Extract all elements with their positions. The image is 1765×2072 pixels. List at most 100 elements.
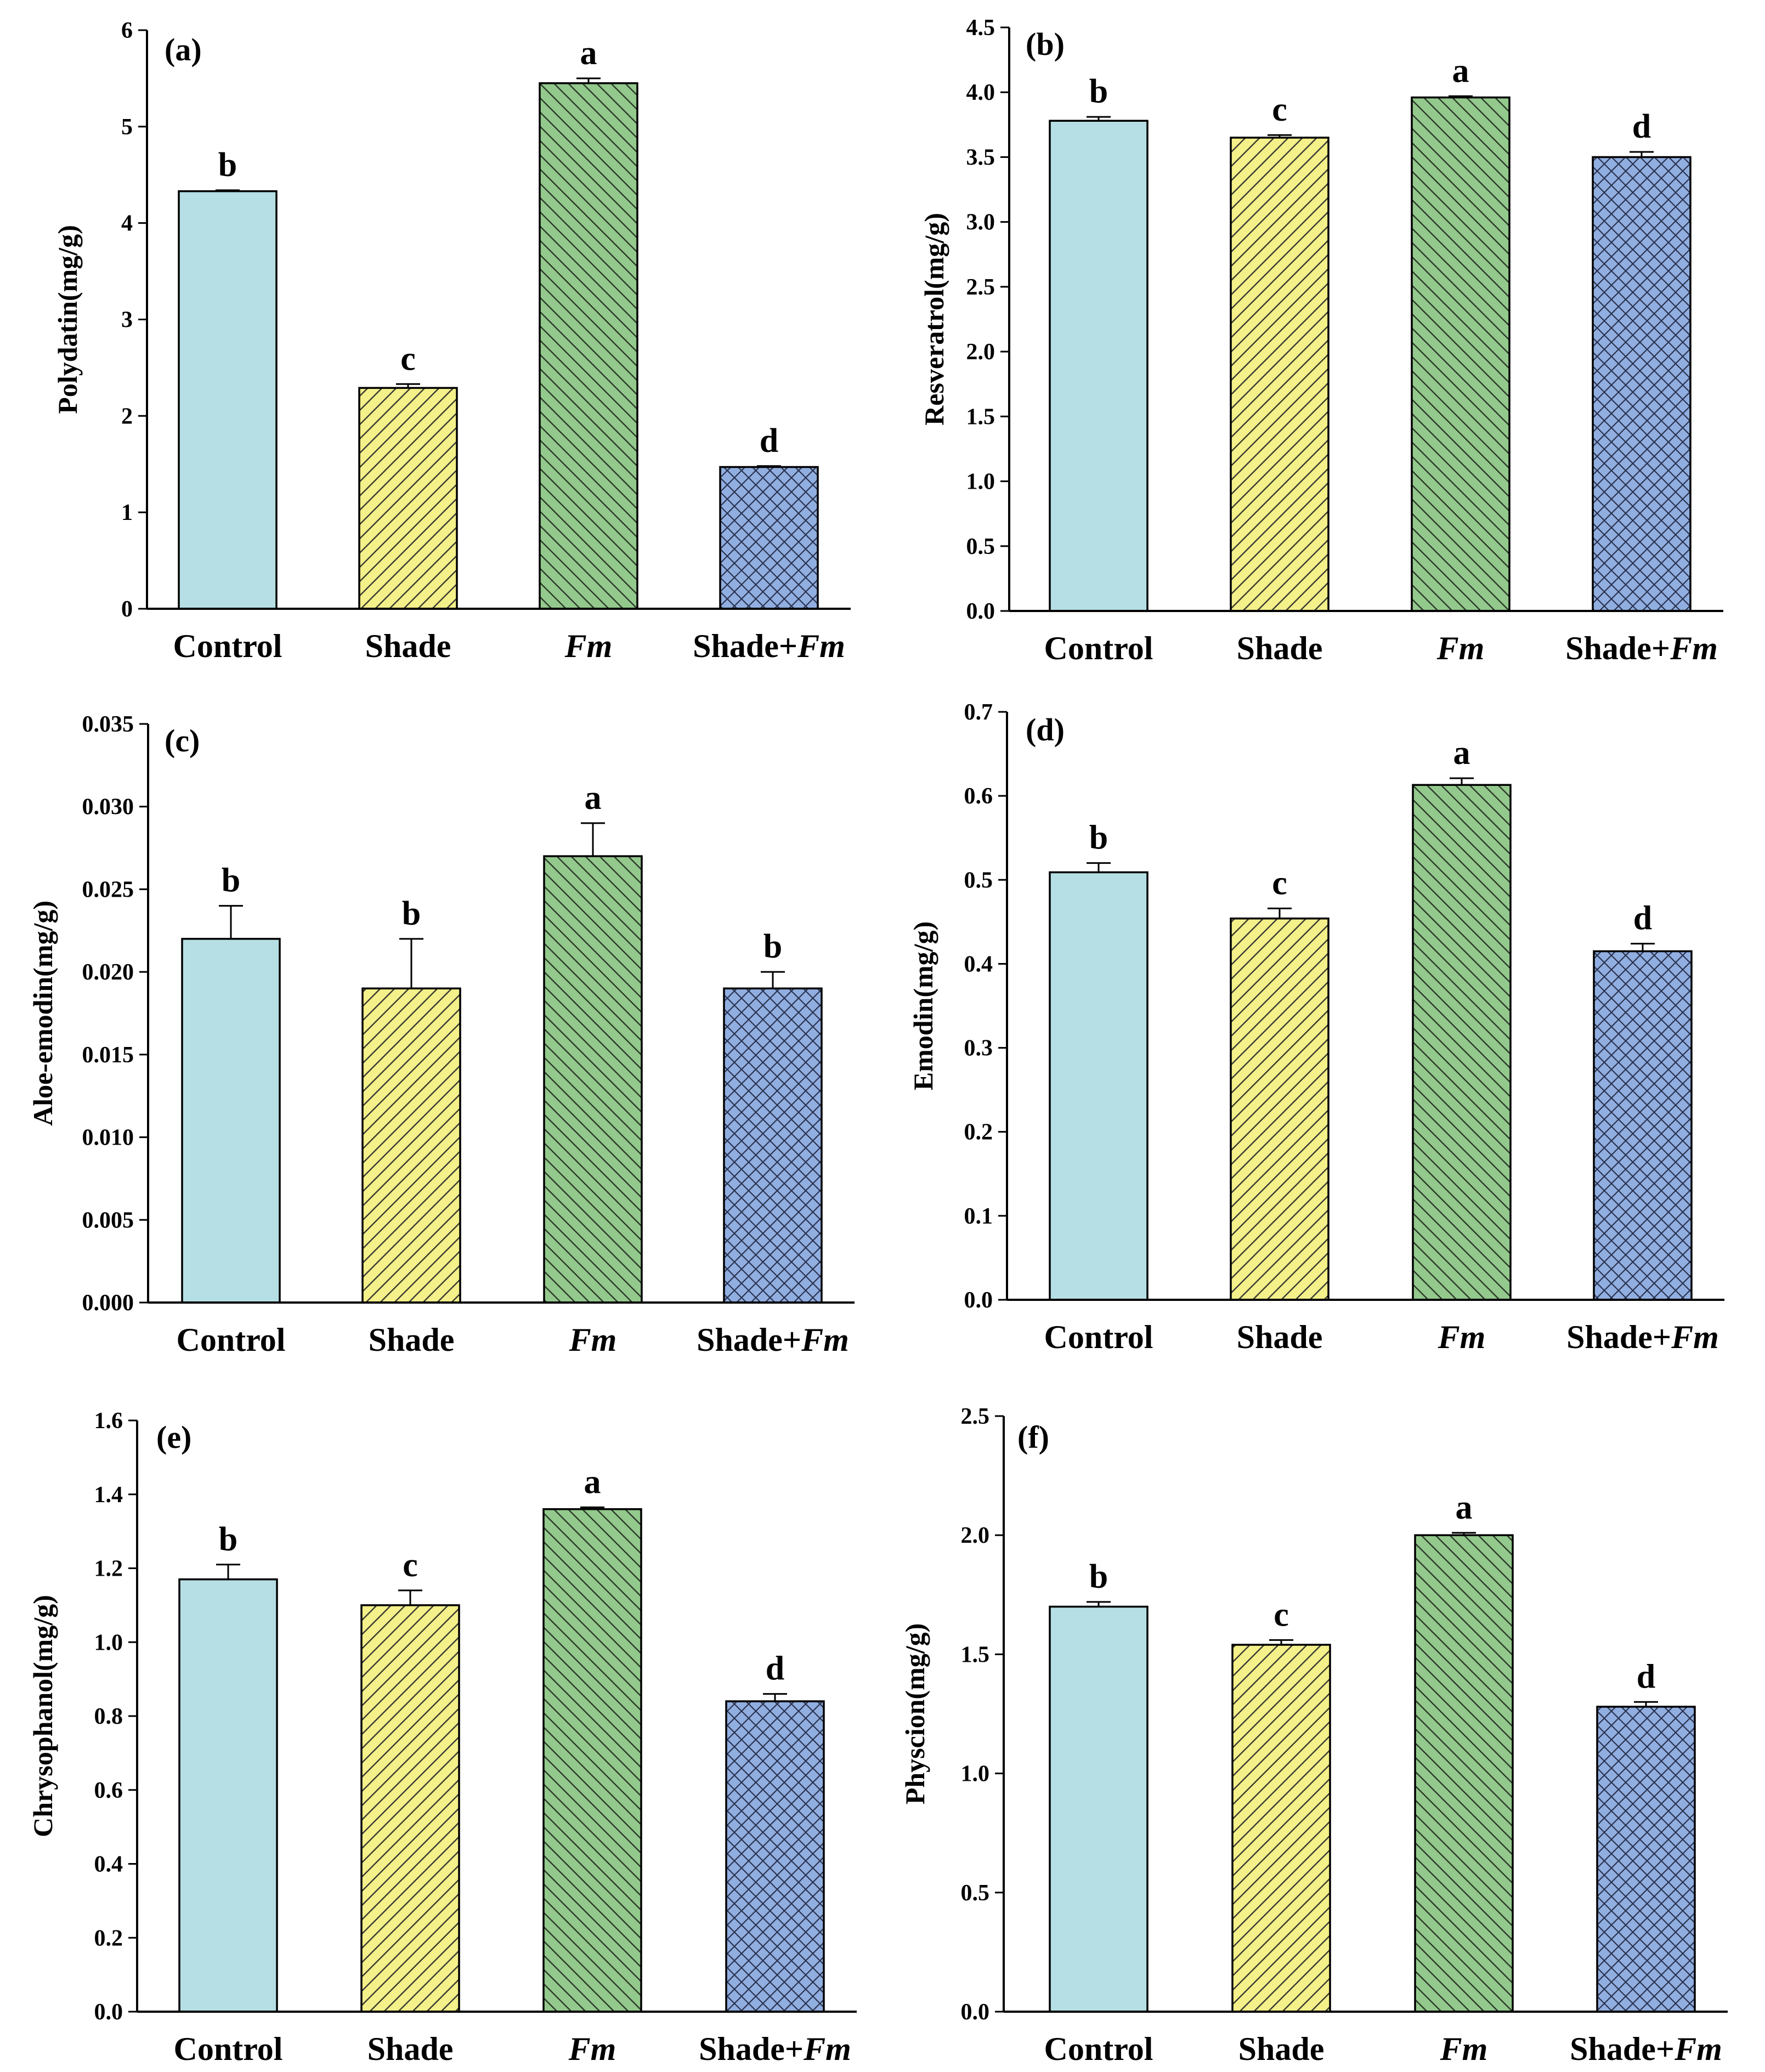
y-tick-label: 1	[121, 500, 133, 525]
bar-hatch	[1412, 97, 1509, 611]
y-tick-label: 4	[121, 211, 133, 236]
y-tick-label: 1.2	[94, 1556, 123, 1582]
bar-control: b	[178, 146, 278, 610]
bar-shade: c	[1230, 91, 1330, 612]
x-tick-label: Control	[174, 2031, 283, 2067]
y-tick-label: 0.3	[964, 1036, 993, 1061]
y-axis-label: Physcion(mg/g)	[900, 1623, 930, 1805]
y-tick-label: 2.0	[961, 1523, 990, 1548]
x-tick-label: Control	[1044, 630, 1153, 666]
significance-letter: b	[218, 146, 237, 184]
y-tick-label: 2.0	[966, 339, 995, 365]
panel-label: (c)	[165, 723, 200, 758]
bar-hatch	[361, 1605, 459, 2012]
significance-letter: a	[584, 1463, 601, 1501]
y-tick-label: 1.6	[94, 1408, 123, 1434]
bar-fm: a	[1411, 52, 1511, 612]
significance-letter: c	[1272, 864, 1287, 902]
bar-hatch	[724, 988, 822, 1303]
y-tick-label: 4.0	[966, 80, 995, 105]
y-tick-label: 4.5	[966, 15, 995, 41]
y-tick-label: 0.025	[82, 877, 134, 902]
significance-letter: c	[1274, 1596, 1289, 1633]
y-tick-label: 2	[121, 404, 133, 429]
y-tick-label: 0.2	[94, 1926, 123, 1951]
panel-a: (a) Polydatin(mg/g) 0 1 2 3 4 5 6 b Control c Shade a…	[52, 18, 851, 664]
bar-hatch	[726, 1701, 824, 2012]
bar-fill	[1050, 872, 1147, 1300]
bar-hatch	[1231, 918, 1328, 1300]
significance-letter: d	[1637, 1658, 1655, 1695]
bar-control: b	[178, 1521, 278, 2013]
y-tick-label: 0.5	[961, 1881, 990, 1906]
x-tick-label: Shade+Fm	[1566, 1319, 1719, 1355]
y-tick-label: 1.5	[966, 404, 995, 429]
y-tick-label: 0.6	[94, 1778, 123, 1803]
bar-fill	[179, 1579, 277, 2012]
bar-fm: a	[543, 779, 643, 1304]
y-tick-label: 0.4	[964, 952, 993, 977]
significance-letter: a	[1452, 52, 1469, 89]
bar-hatch	[1593, 157, 1690, 611]
bar-fill	[1050, 1606, 1147, 2012]
panel-e: (e) Chrysophanol(mg/g) 0.0 0.2 0.4 0.6 0.8 1.0 1…	[27, 1408, 857, 2067]
y-tick-label: 0.4	[94, 1852, 123, 1877]
bar-shade-fm: d	[725, 1650, 825, 2013]
x-tick-label: Control	[177, 1322, 286, 1358]
significance-letter: a	[585, 779, 602, 817]
y-tick-label: 1.5	[961, 1642, 990, 1667]
x-tick-label: Shade	[365, 628, 451, 664]
bar-hatch	[540, 83, 637, 609]
y-axis-label: Chrysophanol(mg/g)	[27, 1595, 58, 1837]
bar-hatch	[359, 388, 457, 609]
bar-shade: c	[1231, 1596, 1331, 2013]
significance-letter: b	[1089, 73, 1108, 110]
significance-letter: b	[222, 862, 240, 899]
x-tick-label: Fm	[569, 1322, 617, 1358]
y-tick-label: 0.5	[966, 534, 995, 559]
significance-letter: d	[760, 422, 778, 460]
bar-hatch	[544, 1509, 641, 2012]
y-tick-label: 0.8	[94, 1704, 123, 1729]
bar-hatch	[1231, 137, 1328, 611]
bar-shade: c	[1230, 864, 1330, 1301]
significance-letter: c	[1272, 91, 1287, 128]
bar-hatch	[1232, 1645, 1330, 2012]
x-tick-label: Shade	[1237, 630, 1323, 666]
panel-d: (d) Emodin(mg/g) 0.0 0.1 0.2 0.3 0.4 0.5 0.6 0.7 b…	[908, 700, 1724, 1355]
bar-fill	[179, 191, 276, 609]
bar-hatch	[1415, 1535, 1513, 2012]
x-tick-label: Fm	[1440, 2031, 1488, 2067]
y-axis-label: Polydatin(mg/g)	[52, 225, 83, 414]
significance-letter: a	[1456, 1489, 1473, 1526]
x-tick-label: Control	[1044, 2031, 1153, 2067]
y-axis-label: Emodin(mg/g)	[908, 921, 938, 1090]
bar-hatch	[544, 856, 642, 1303]
panel-label: (e)	[156, 1419, 191, 1455]
y-tick-label: 5	[121, 115, 133, 140]
bar-control: b	[1049, 819, 1149, 1301]
y-tick-label: 0.6	[964, 784, 993, 809]
y-tick-label: 0.010	[82, 1125, 134, 1151]
panel-c: (c) Aloe-emodin(mg/g) 0.000 0.005 0.010 0.015…	[27, 712, 855, 1358]
x-tick-label: Shade+Fm	[693, 628, 845, 664]
y-tick-label: 1.0	[94, 1630, 123, 1655]
x-tick-label: Fm	[568, 2031, 616, 2067]
significance-letter: c	[403, 1547, 418, 1584]
bar-fm: a	[539, 35, 638, 610]
x-tick-label: Control	[1044, 1319, 1153, 1355]
x-tick-label: Shade+Fm	[1570, 2031, 1722, 2067]
y-tick-label: 0	[121, 597, 133, 622]
bar-control: b	[1049, 1558, 1149, 2013]
x-tick-label: Shade+Fm	[697, 1322, 849, 1358]
panel-label: (d)	[1026, 712, 1065, 748]
bar-hatch	[363, 988, 460, 1303]
significance-letter: d	[1633, 900, 1652, 937]
bar-fm: a	[1414, 1489, 1514, 2013]
x-tick-label: Fm	[564, 628, 613, 664]
bar-fm: a	[542, 1463, 642, 2013]
bar-shade-fm: b	[723, 928, 823, 1304]
y-tick-label: 0.7	[964, 700, 993, 725]
significance-letter: b	[1089, 819, 1108, 857]
